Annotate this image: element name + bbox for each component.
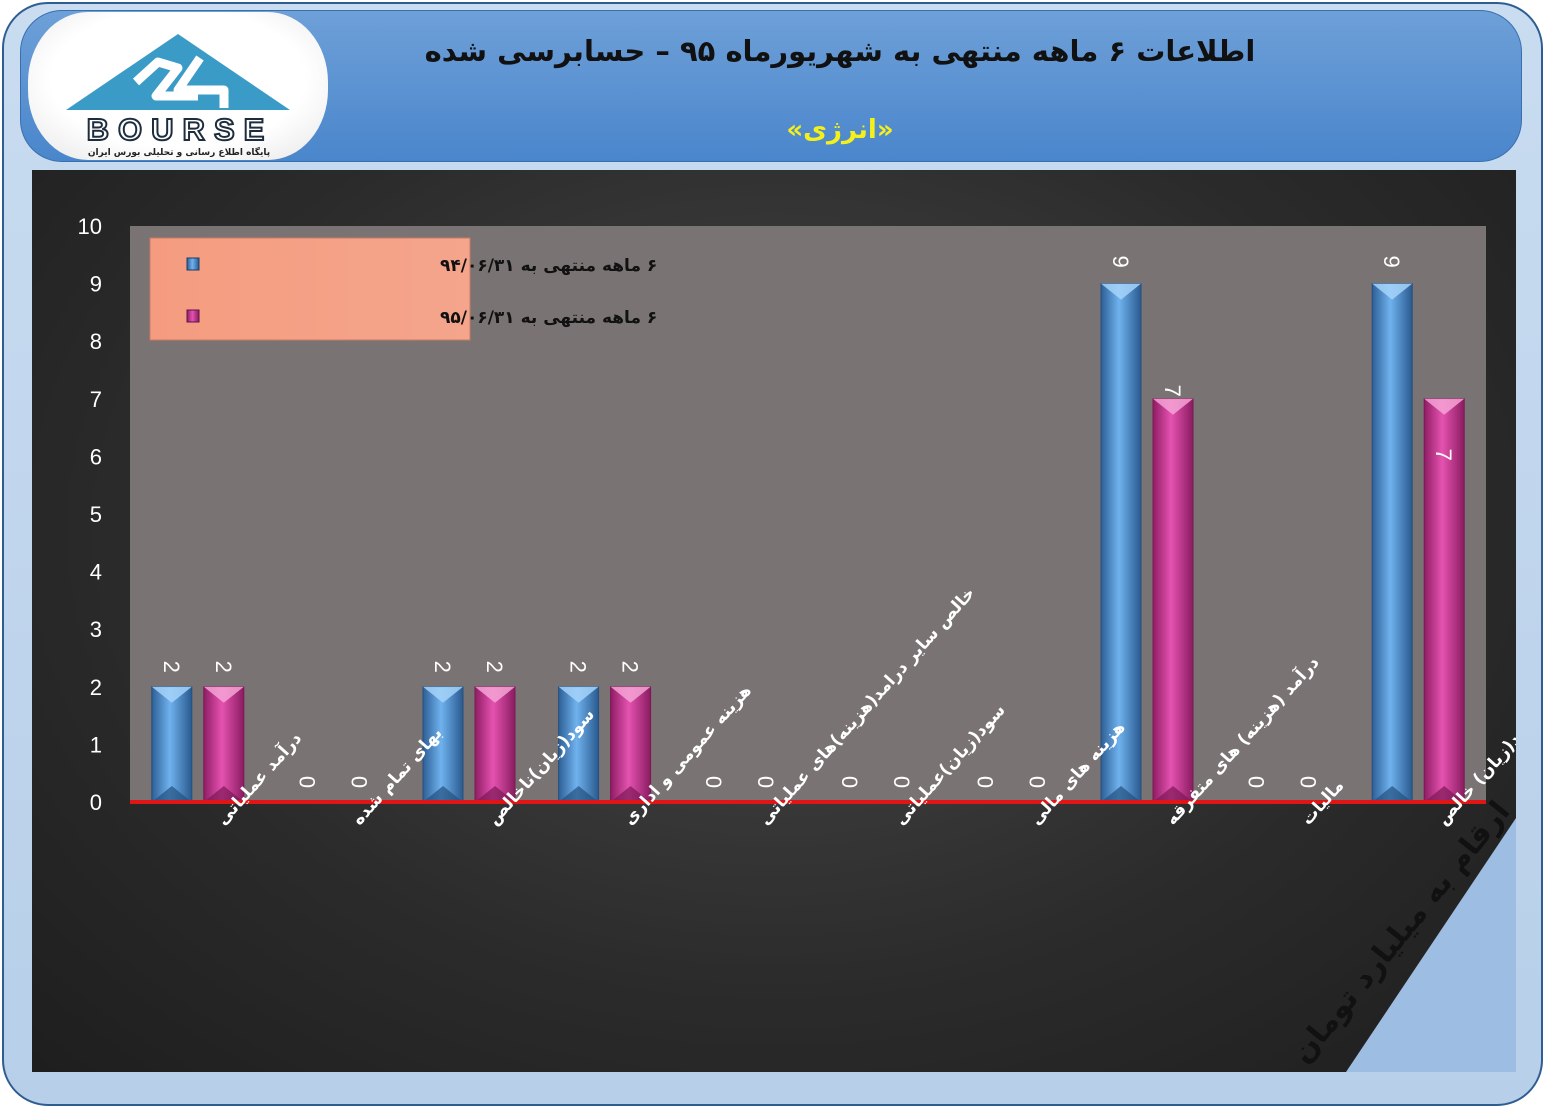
data-label: 0 [889,776,914,788]
logo-wordmark: BOURSE [86,111,274,148]
y-tick-label: 10 [78,214,102,239]
data-label: 2 [430,661,455,673]
y-tick-label: 0 [90,790,102,815]
data-label: 0 [972,776,997,788]
y-tick-label: 5 [90,502,102,527]
y-tick-label: 9 [90,272,102,297]
y-tick-label: 2 [90,675,102,700]
legend-label-series-1: ۶ ماهه منتهی به ۹۴/۰۶/۳۱ [440,256,657,276]
bar-series-1 [558,686,600,803]
data-label: 0 [701,776,726,788]
y-tick-label: 7 [90,387,102,412]
y-tick-label: 8 [90,329,102,354]
legend-swatch-series-1 [186,257,200,271]
bar-series-2 [1423,398,1465,803]
data-label: 0 [837,776,862,788]
bar-series-1 [422,686,464,803]
y-axis: 0 1 2 3 4 5 6 7 8 9 10 [78,214,102,815]
unit-note-corner [1346,818,1516,1072]
bar-series-2 [474,686,516,803]
y-tick-label: 3 [90,617,102,642]
data-label: 2 [618,661,643,673]
data-label: 0 [1296,776,1321,788]
data-label: 2 [566,661,591,673]
logo: BOURSE پایگاه اطلاع رسانی و تحلیلی بورس … [28,12,328,160]
data-label: 2 [159,661,184,673]
bar-series-2 [203,686,245,803]
y-tick-label: 4 [90,560,102,585]
data-label: 9 [1108,255,1133,267]
data-label: 9 [1379,255,1404,267]
logo-tagline: پایگاه اطلاع رسانی و تحلیلی بورس ایران [87,148,271,158]
data-label: 0 [294,776,319,788]
data-label: 0 [1244,776,1269,788]
data-label: 2 [211,661,236,673]
data-label: 7 [1431,449,1456,461]
data-label: 0 [346,776,371,788]
bar-series-2 [1152,398,1194,803]
bar-series-1 [151,686,193,803]
data-label: 0 [1024,776,1049,788]
bars: 2 0 2 2 0 0 0 9 0 9 2 0 2 2 0 0 0 7 0 7 [151,255,1465,803]
data-label: 2 [482,661,507,673]
bar-series-2 [610,686,652,803]
page-title: اطلاعات ۶ ماهه منتهی به شهریورماه ۹۵ – ح… [424,34,1256,68]
data-label: 7 [1160,385,1185,397]
y-tick-label: 6 [90,444,102,469]
y-tick-label: 1 [90,732,102,757]
data-label: 0 [753,776,778,788]
bar-series-1 [1100,283,1142,803]
legend: ۶ ماهه منتهی به ۹۴/۰۶/۳۱ ۶ ماهه منتهی به… [149,237,657,341]
bar-series-1 [1371,283,1413,803]
legend-label-series-2: ۶ ماهه منتهی به ۹۵/۰۶/۳۱ [440,308,657,328]
page-subtitle: «انرژی» [786,115,894,145]
legend-swatch-series-2 [186,309,200,323]
bourse-24-logo-icon [66,34,290,110]
